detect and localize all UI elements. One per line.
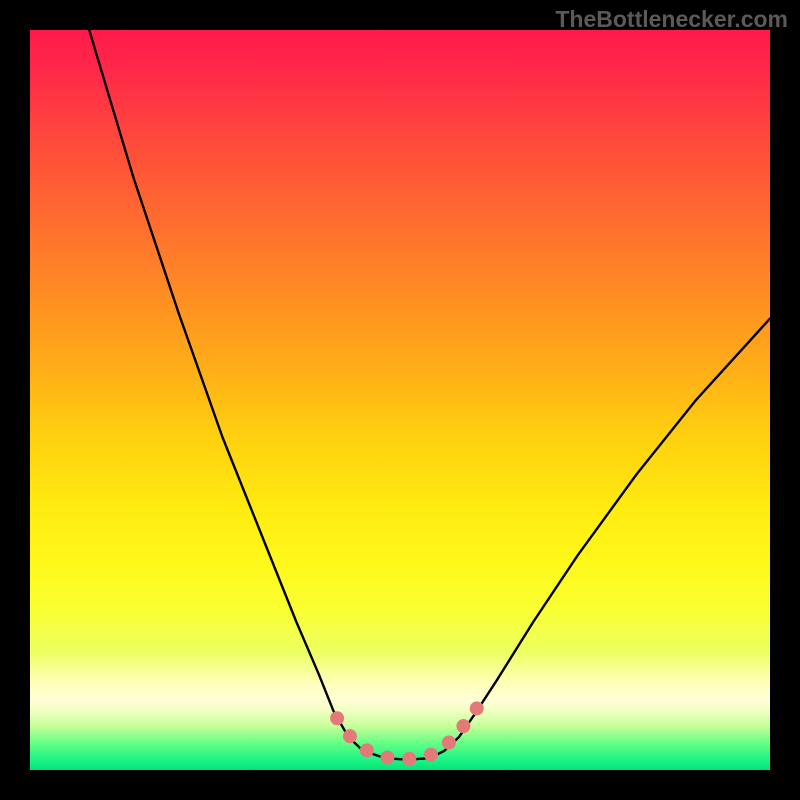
gradient-bg xyxy=(30,30,770,770)
chart-svg xyxy=(30,30,770,770)
plot-area xyxy=(30,30,770,770)
figure-container: TheBottlenecker.com xyxy=(0,0,800,800)
watermark-text: TheBottlenecker.com xyxy=(555,6,788,33)
